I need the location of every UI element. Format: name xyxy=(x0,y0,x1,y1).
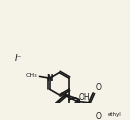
Text: ethyl: ethyl xyxy=(107,112,121,117)
Text: O: O xyxy=(96,112,102,120)
Text: CH₃: CH₃ xyxy=(26,73,38,78)
Text: NH: NH xyxy=(60,92,71,98)
Text: OH: OH xyxy=(78,93,90,102)
Text: +: + xyxy=(49,74,54,79)
Text: I⁻: I⁻ xyxy=(15,54,22,63)
Text: N: N xyxy=(46,74,53,83)
Text: O: O xyxy=(95,83,101,92)
